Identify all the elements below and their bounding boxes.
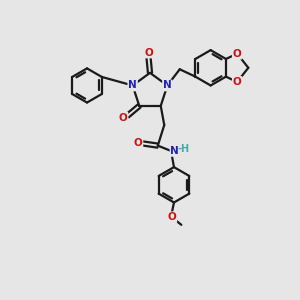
Text: O: O [233,49,242,59]
Text: O: O [167,212,176,222]
Text: O: O [144,47,153,58]
Text: N: N [170,146,179,156]
Text: N: N [163,80,172,91]
Text: N: N [128,80,137,91]
Text: O: O [233,77,242,87]
Text: O: O [134,138,142,148]
Text: -H: -H [178,144,190,154]
Text: O: O [119,113,128,123]
